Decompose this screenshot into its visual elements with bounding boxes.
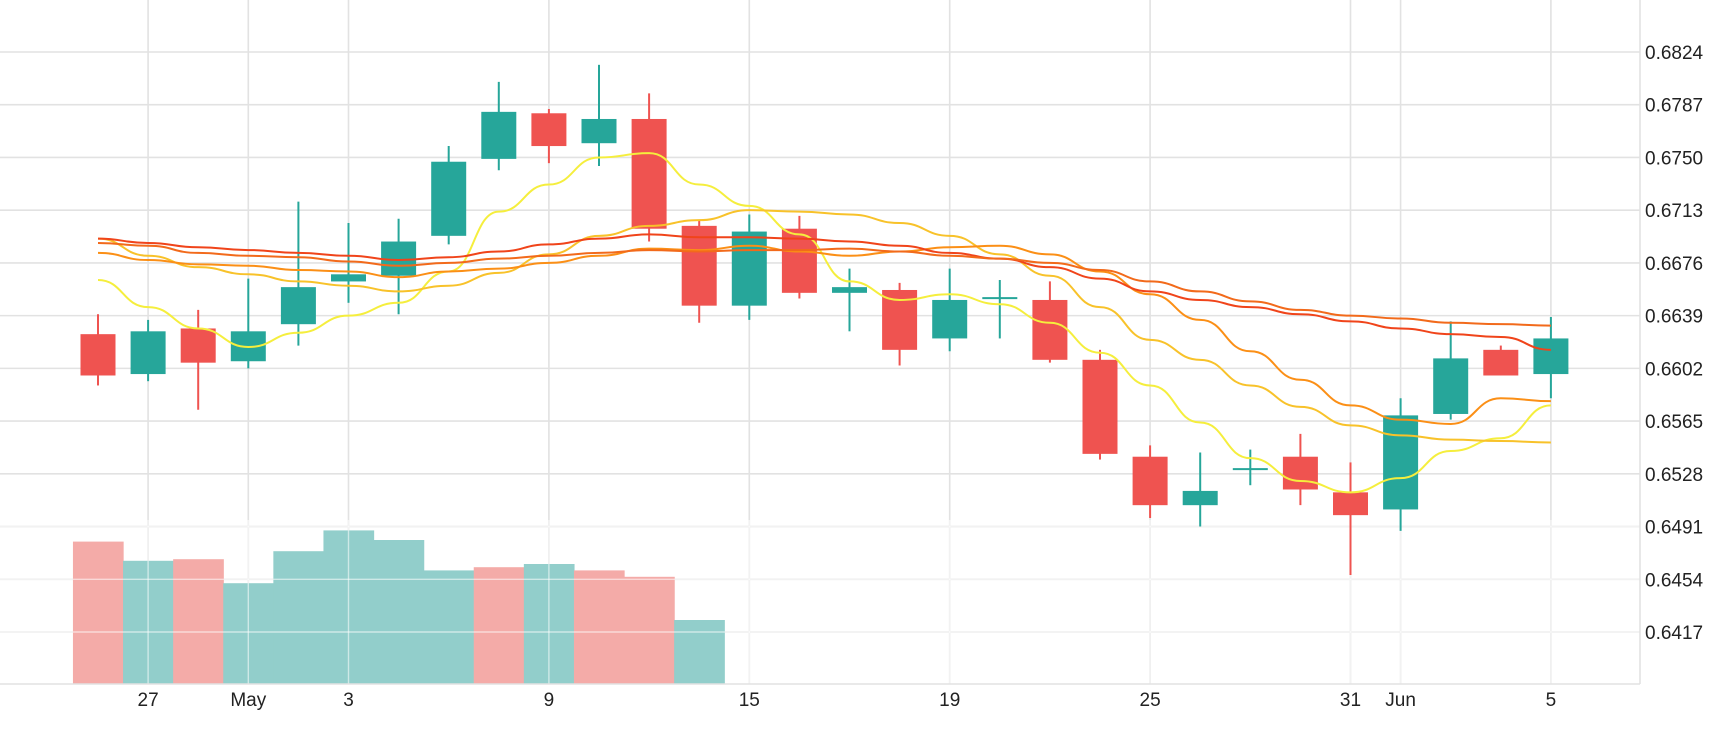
candle-body xyxy=(631,118,667,229)
candle-body xyxy=(1182,490,1218,506)
moving-average-line xyxy=(97,241,1551,327)
y-tick-label: 0.6565 xyxy=(1645,412,1703,433)
candle-body xyxy=(1483,349,1519,376)
y-tick-label: 0.6787 xyxy=(1645,96,1703,117)
x-tick-label: May xyxy=(230,690,266,711)
candle-body xyxy=(1232,468,1268,471)
candle-body xyxy=(1533,338,1569,375)
volume-bar xyxy=(373,540,425,684)
candle-body xyxy=(331,274,366,282)
candle-body xyxy=(280,287,316,325)
x-tick-label: 5 xyxy=(1546,690,1557,711)
volume-bar xyxy=(573,570,625,684)
candle-body xyxy=(681,225,717,306)
y-tick-label: 0.6602 xyxy=(1645,359,1703,380)
candle-body xyxy=(1433,358,1469,414)
candle-body xyxy=(130,331,166,375)
candle-body xyxy=(481,111,517,159)
y-tick-label: 0.6417 xyxy=(1645,623,1703,644)
axes: 0.6824 0.6787 0.6750 0.6713 0.6676 0.6639 0.66… xyxy=(0,0,1704,711)
y-tick-label: 0.6491 xyxy=(1645,518,1703,539)
candle-body xyxy=(180,328,216,363)
candle-body xyxy=(932,299,968,339)
candle-body xyxy=(1333,492,1368,516)
volume-bar xyxy=(173,559,224,684)
volume-bar xyxy=(273,551,325,684)
candle-body xyxy=(531,113,567,147)
candle-body xyxy=(1282,456,1318,490)
x-tick-label: 27 xyxy=(138,690,159,711)
moving-average-lines xyxy=(97,152,1551,494)
x-tick-label: 25 xyxy=(1140,690,1161,711)
x-tick-label: 3 xyxy=(343,690,354,711)
candle-body xyxy=(1132,456,1168,506)
candle-body xyxy=(1383,415,1419,510)
candle-body xyxy=(1032,299,1068,360)
x-tick-label: 9 xyxy=(544,690,555,711)
x-tick-label: 19 xyxy=(939,690,960,711)
candle-body xyxy=(982,297,1018,300)
candle-body xyxy=(581,118,617,144)
candle-body xyxy=(1082,359,1118,454)
y-tick-label: 0.6454 xyxy=(1645,570,1704,591)
moving-average-line xyxy=(97,244,1551,425)
x-tick-label: 15 xyxy=(739,690,760,711)
candle-body xyxy=(731,231,767,306)
y-tick-label: 0.6528 xyxy=(1645,465,1703,486)
volume-bar xyxy=(674,620,725,684)
volume-bar xyxy=(423,570,475,684)
volume-bars xyxy=(0,520,1640,684)
candle-body xyxy=(832,287,867,293)
y-tick-label: 0.6824 xyxy=(1645,43,1704,64)
moving-average-line xyxy=(97,209,1551,444)
moving-average-line xyxy=(97,233,1551,351)
candle-body xyxy=(80,334,116,376)
moving-average-line xyxy=(97,152,1551,494)
x-tick-label: Jun xyxy=(1385,690,1416,711)
y-tick-label: 0.6676 xyxy=(1645,254,1703,275)
y-tick-label: 0.6639 xyxy=(1645,307,1703,328)
y-tick-label: 0.6713 xyxy=(1645,201,1703,222)
volume-bar xyxy=(72,541,124,684)
candle-body xyxy=(431,161,467,236)
candles xyxy=(80,64,1569,575)
volume-bar xyxy=(624,576,675,684)
volume-bar xyxy=(473,567,525,684)
x-tick-label: 31 xyxy=(1340,690,1361,711)
y-tick-label: 0.6750 xyxy=(1645,148,1703,169)
